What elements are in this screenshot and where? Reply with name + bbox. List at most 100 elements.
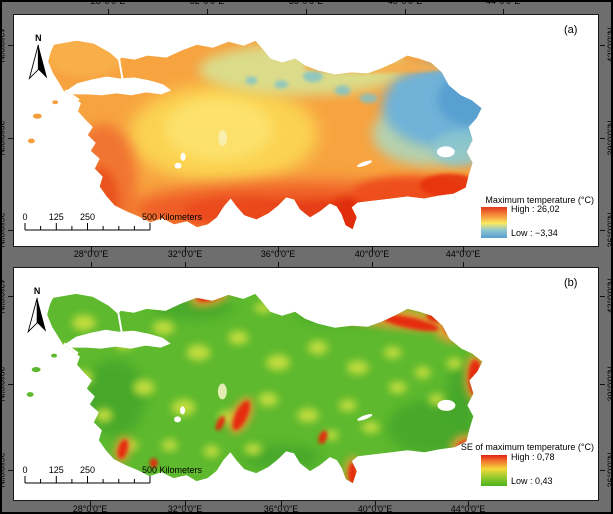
island bbox=[26, 392, 34, 397]
graticule-tick bbox=[8, 45, 13, 46]
legend-colorbar-se-max-temperature bbox=[481, 455, 507, 486]
graticule-tick bbox=[185, 262, 186, 267]
graticule-tick bbox=[281, 501, 282, 506]
dardanelles-strait bbox=[64, 89, 80, 102]
lon-label-bottom: 32°0'0"E bbox=[167, 504, 203, 514]
lat-label: 42°0'0"N bbox=[0, 278, 6, 314]
scale-label-0: 0 bbox=[22, 465, 27, 475]
lat-label: 36°0'0"N bbox=[606, 452, 613, 488]
marmara-sea bbox=[64, 76, 172, 96]
lat-label: 39°0'0"N bbox=[606, 366, 613, 402]
graticule-tick bbox=[8, 230, 13, 231]
lon-label-mid: 32°0'0"E bbox=[167, 249, 203, 259]
north-arrow-label: N bbox=[34, 286, 40, 296]
graticule-tick bbox=[600, 45, 605, 46]
graticule-tick bbox=[278, 262, 279, 267]
legend-low-value: Low : −3,34 bbox=[511, 228, 558, 238]
graticule-tick bbox=[463, 262, 464, 267]
scale-label-125: 125 bbox=[49, 465, 64, 475]
turkey-max-temperature-raster: N bbox=[27, 33, 482, 230]
panel-b-tag: (b) bbox=[564, 277, 578, 289]
lat-label: 42°0'0"N bbox=[606, 278, 613, 314]
lon-label-mid: 36°0'0"E bbox=[260, 249, 296, 259]
graticule-tick bbox=[306, 9, 307, 14]
lat-label: 39°0'0"N bbox=[0, 120, 6, 156]
lake-tuz bbox=[217, 383, 227, 400]
graticule-tick bbox=[600, 296, 605, 297]
lat-label: 42°0'0"N bbox=[0, 27, 6, 63]
lon-label-top: 28°0'0"E bbox=[90, 0, 126, 6]
scale-bar: 0 125 250 500 Kilometers bbox=[22, 212, 203, 231]
lake-egirdir bbox=[180, 152, 186, 161]
lake-van bbox=[437, 399, 456, 411]
lat-label: 36°0'0"N bbox=[0, 452, 6, 488]
lon-label-mid: 40°0'0"E bbox=[354, 249, 390, 259]
legend-high-value: High : 26,02 bbox=[511, 204, 560, 214]
bosporus-strait bbox=[116, 309, 123, 333]
legend-low-value: Low : 0,43 bbox=[511, 476, 553, 486]
legend-high-value: High : 0,78 bbox=[511, 452, 555, 462]
graticule-tick bbox=[600, 138, 605, 139]
lat-label: 42°0'0"N bbox=[606, 27, 613, 63]
lake-beysehir bbox=[174, 416, 182, 423]
scale-label-125: 125 bbox=[49, 212, 64, 222]
island bbox=[27, 138, 35, 144]
lon-label-bottom: 36°0'0"E bbox=[263, 504, 299, 514]
north-arrow: N bbox=[28, 33, 48, 80]
keban-reservoir bbox=[357, 414, 373, 421]
graticule-tick bbox=[600, 470, 605, 471]
lon-label-top: 32°0'0"E bbox=[189, 0, 225, 6]
lat-label: 39°0'0"N bbox=[606, 120, 613, 156]
scale-label-250: 250 bbox=[80, 465, 95, 475]
graticule-tick bbox=[91, 247, 92, 252]
graticule-tick bbox=[372, 247, 373, 252]
lon-label-bottom: 40°0'0"E bbox=[357, 504, 393, 514]
island bbox=[31, 366, 41, 373]
scale-label-500-km: 500 Kilometers bbox=[142, 465, 203, 475]
graticule-tick bbox=[463, 247, 464, 252]
lat-label: 36°0'0"N bbox=[606, 212, 613, 248]
lon-label-top: 36°0'0"E bbox=[288, 0, 324, 6]
graticule-tick bbox=[8, 296, 13, 297]
graticule-tick bbox=[375, 501, 376, 506]
graticule-tick bbox=[468, 501, 469, 506]
lon-label-mid: 28°0'0"E bbox=[73, 249, 109, 259]
graticule-tick bbox=[600, 230, 605, 231]
graticule-tick bbox=[8, 384, 13, 385]
lake-beysehir bbox=[174, 162, 182, 169]
graticule-tick bbox=[185, 501, 186, 506]
lake-van bbox=[436, 146, 455, 158]
graticule-tick bbox=[108, 9, 109, 14]
lon-label-mid: 44°0'0"E bbox=[445, 249, 481, 259]
graticule-tick bbox=[8, 470, 13, 471]
graticule-tick bbox=[91, 262, 92, 267]
lon-label-top: 40°0'0"E bbox=[387, 0, 423, 6]
graticule-tick bbox=[278, 247, 279, 252]
panel-a-tag: (a) bbox=[564, 24, 578, 36]
island bbox=[32, 113, 42, 119]
scale-label-250: 250 bbox=[80, 212, 95, 222]
graticule-tick bbox=[185, 247, 186, 252]
graticule-tick bbox=[90, 501, 91, 506]
legend-title-se-max-temperature: SE of maximum temperature (°C) bbox=[460, 442, 594, 452]
lat-label: 36°0'0"N bbox=[0, 212, 6, 248]
graticule-tick bbox=[405, 9, 406, 14]
lake-tuz bbox=[218, 130, 228, 146]
lon-label-bottom: 28°0'0"E bbox=[72, 504, 108, 514]
island bbox=[52, 100, 59, 105]
island bbox=[51, 353, 58, 358]
north-arrow: N bbox=[27, 286, 47, 334]
dardanelles-strait bbox=[63, 342, 79, 355]
bosporus-strait bbox=[117, 56, 124, 80]
lake-egirdir bbox=[180, 406, 186, 415]
keban-reservoir bbox=[357, 160, 372, 168]
graticule-tick bbox=[207, 9, 208, 14]
legend-title-max-temperature: Maximum temperature (°C) bbox=[485, 195, 594, 205]
graticule-tick bbox=[372, 262, 373, 267]
graticule-tick bbox=[8, 138, 13, 139]
marmara-sea bbox=[63, 329, 171, 349]
graticule-tick bbox=[503, 9, 504, 14]
graticule-tick bbox=[600, 384, 605, 385]
legend-colorbar-max-temperature bbox=[481, 207, 507, 238]
